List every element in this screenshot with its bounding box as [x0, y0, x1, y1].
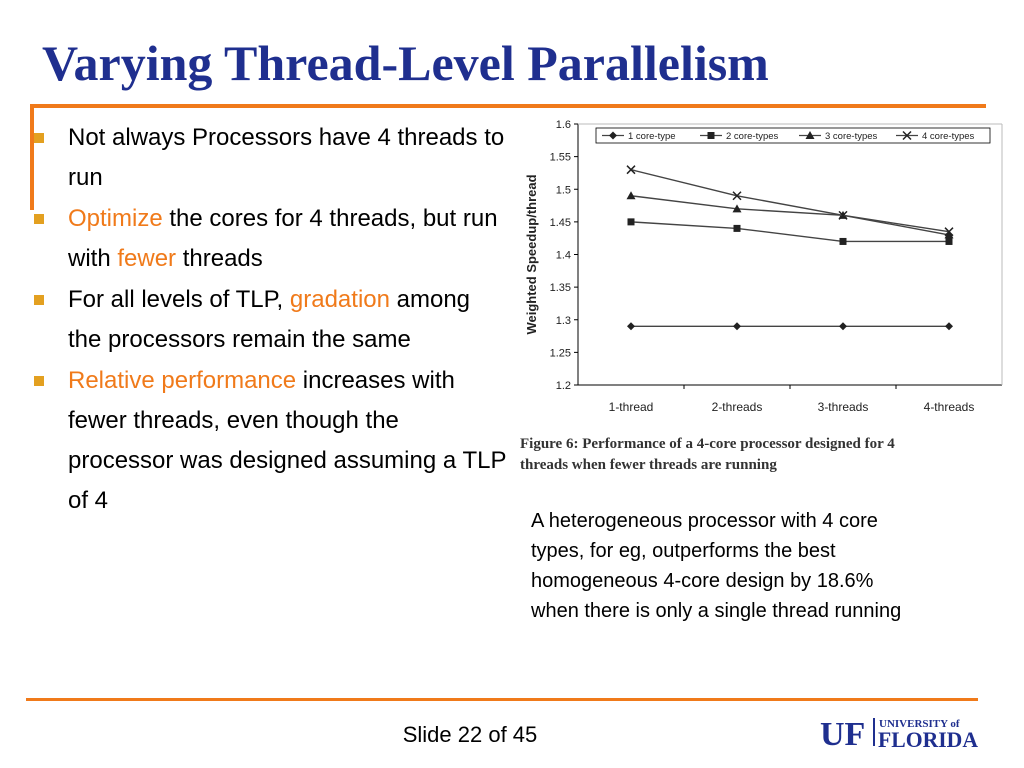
series-line [630, 195, 950, 236]
y-tick-label: 1.2 [556, 380, 571, 392]
note-line: A heterogeneous processor with 4 core [531, 510, 878, 532]
left-accent-bar [30, 104, 34, 210]
bullet-marker [34, 133, 44, 143]
legend-marker [707, 132, 715, 139]
y-tick-label: 1.55 [550, 152, 571, 164]
data-point [732, 191, 742, 201]
bullet-marker [34, 295, 44, 305]
legend-entry: 2 core-types [726, 131, 779, 142]
series-line [630, 168, 950, 233]
legend-marker [902, 130, 912, 141]
bullet-text: among the processors remain the same [68, 286, 471, 353]
y-tick-label: 1.25 [550, 347, 571, 359]
data-point [732, 204, 742, 213]
bullet-text: Not always Processors have 4 threads to … [68, 124, 505, 191]
bullet-text: For all levels of TLP, [68, 286, 290, 313]
highlighted-text: Relative performance [68, 367, 297, 394]
data-point [944, 227, 954, 237]
y-axis-title: Weighted Speedup/thread [524, 174, 539, 334]
data-point [945, 237, 953, 245]
slide-title: Varying Thread-Level Parallelism [42, 35, 769, 91]
logo-uf: UF [820, 716, 865, 750]
side-note: A heterogeneous processor with 4 core ty… [531, 506, 1016, 626]
y-tick-label: 1.6 [556, 119, 571, 131]
y-tick-label: 1.3 [556, 315, 571, 327]
legend-entry: 4 core-types [922, 131, 975, 142]
highlighted-text: Optimize [68, 205, 163, 232]
bullet-list: Not always Processors have 4 threads to … [32, 118, 507, 522]
y-tick-label: 1.45 [550, 217, 571, 229]
series-line [630, 221, 949, 243]
bullet-marker [34, 376, 44, 386]
y-tick-label: 1.35 [550, 282, 571, 294]
data-point [838, 210, 848, 220]
y-tick-label: 1.4 [556, 250, 571, 262]
caption-line: threads when fewer threads are running [520, 457, 777, 473]
data-point [733, 322, 741, 331]
speedup-line-chart: 1.2 1.25 1.3 1.35 1.4 1.45 1.5 1.55 1.6 1-thread 2… [524, 119, 1003, 414]
data-point [839, 237, 847, 245]
note-line: when there is only a single thread runni… [531, 600, 902, 622]
bullet-item: Not always Processors have 4 threads to … [32, 118, 507, 198]
highlighted-text: fewer [117, 245, 177, 272]
y-tick-label: 1.5 [556, 184, 571, 196]
title-underline [30, 104, 986, 108]
x-tick-label: 4-threads [924, 400, 975, 414]
data-point [627, 218, 635, 226]
legend-marker [609, 131, 617, 140]
x-tick-label: 1-thread [609, 400, 654, 414]
x-tick-label: 2-threads [712, 400, 763, 414]
data-point [944, 230, 954, 239]
legend-marker [805, 131, 815, 139]
slide-number: Slide 22 of 45 [402, 722, 538, 747]
bullet-item: Relative performance increases with fewe… [32, 361, 507, 521]
data-point [839, 322, 847, 331]
highlighted-text: gradation [289, 286, 390, 313]
legend-entry: 1 core-type [628, 131, 676, 142]
x-tick-label: 3-threads [818, 400, 869, 414]
bullet-item: For all levels of TLP, gradation among t… [32, 280, 507, 360]
logo-florida: FLORIDA [878, 727, 978, 750]
bullet-text: increases with fewer threads, even thoug… [68, 367, 507, 514]
caption-line: Figure 6: Performance of a 4-core proces… [520, 436, 895, 452]
note-line: homogeneous 4-core design by 18.6% [531, 570, 874, 592]
bullet-item: Optimize the cores for 4 threads, but ru… [32, 199, 507, 279]
bullet-text: the cores for 4 threads, but run with [68, 205, 498, 272]
data-point [733, 224, 741, 232]
data-point [945, 322, 953, 331]
footer-rule [26, 698, 978, 701]
figure-caption: Figure 6: Performance of a 4-core proces… [520, 434, 1015, 476]
legend-box [595, 127, 991, 144]
legend-entry: 3 core-types [825, 131, 878, 142]
note-line: types, for eg, outperforms the best [531, 540, 836, 562]
uf-logo: UF UNIVERSITY of FLORIDA [820, 716, 978, 750]
bullet-marker [34, 214, 44, 224]
bullet-text: threads [176, 245, 263, 272]
logo-university-of: UNIVERSITY of [879, 718, 960, 730]
data-point [626, 191, 636, 200]
data-point [627, 322, 635, 331]
data-point [626, 165, 636, 175]
